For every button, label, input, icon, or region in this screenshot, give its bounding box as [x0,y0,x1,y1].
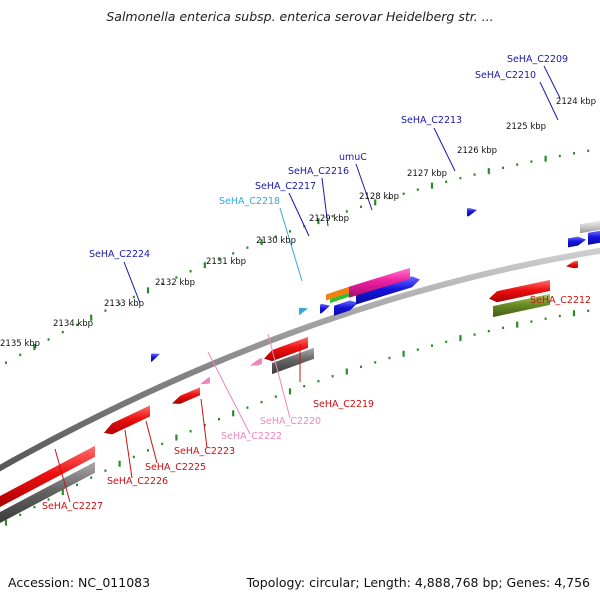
feature-gray [0,461,95,523]
feature-green [330,292,349,304]
feature-forward [299,307,308,316]
gene-label: SeHA_C2223 [174,446,235,457]
leader-line [539,81,559,121]
gene-label: SeHA_C2209 [507,54,568,65]
accession-text: Accession: NC_011083 [8,575,151,590]
feature-forward [334,300,358,316]
tick-label: 2135 kbp [0,339,40,349]
tick-label: 2127 kbp [407,169,447,179]
feature-layer [0,207,600,523]
label-leader-lines [54,65,561,503]
gene-label: SeHA_C2212 [530,295,591,306]
leader-line [267,333,291,419]
gene-label: SeHA_C2226 [107,476,168,487]
leader-line [321,177,329,227]
gene-label: SeHA_C2210 [475,70,536,81]
tick-label: 2126 kbp [457,146,497,156]
tick-label: 2133 kbp [104,299,144,309]
leader-line [200,398,208,449]
leader-line [543,65,561,99]
gene-label: umuC [339,152,367,163]
feature-pink [250,357,262,366]
leader-line [288,192,310,237]
feature-forward [151,353,160,362]
leader-line [123,261,141,304]
feature-reverse [566,260,578,269]
feature-reverse [172,387,200,404]
feature-gray [580,220,600,234]
backbone-line [0,247,600,472]
leader-line [54,448,71,503]
leader-line [433,127,456,172]
gene-label: SeHA_C2224 [89,249,150,260]
tick-label: 2130 kbp [256,236,296,246]
feature-forward [320,303,330,314]
tick-label: 2132 kbp [155,278,195,288]
feature-pink [349,267,410,298]
leader-line [355,163,373,211]
tick-label: 2131 kbp [206,257,246,267]
leader-line [207,351,251,435]
feature-gray [272,347,314,375]
feature-forward [467,207,477,217]
gene-label: SeHA_C2218 [219,196,280,207]
feature-reverse [489,279,550,303]
leader-line [124,429,133,479]
tick-label: 2128 kbp [359,192,399,202]
feature-forward [356,276,420,305]
feature-forward [588,230,600,245]
inner-tick-ring [4,309,590,526]
genome-backbone [0,247,600,472]
gene-label: SeHA_C2227 [42,501,103,512]
map-title: Salmonella enterica subsp. enterica sero… [106,9,494,24]
leader-line [145,420,158,464]
feature-reverse [264,336,308,362]
gene-label: SeHA_C2220 [260,416,321,427]
feature-orange [326,286,349,301]
gene-label: SeHA_C2225 [145,462,206,473]
gene-labels: SeHA_C2209 SeHA_C2210 SeHA_C2213 umuC SeHA_C… [42,54,591,512]
gene-label: SeHA_C2217 [255,181,316,192]
feature-olive [493,293,550,318]
tick-label: 2125 kbp [506,122,546,132]
tick-label: 2129 kbp [309,214,349,224]
feature-pink [200,376,210,385]
gene-label: SeHA_C2219 [313,399,374,410]
feature-reverse [0,445,95,507]
feature-reverse [104,405,150,435]
leader-line [279,207,303,282]
tick-label: 2134 kbp [53,319,93,329]
tick-label: 2124 kbp [556,97,596,107]
topology-summary: Topology: circular; Length: 4,888,768 bp… [246,575,590,590]
feature-forward [568,236,586,248]
gene-label: SeHA_C2213 [401,115,462,126]
gene-label: SeHA_C2216 [288,166,349,177]
tick-labels: 2124 kbp 2125 kbp 2126 kbp 2127 kbp 2128 kbp… [0,97,596,349]
gene-label: SeHA_C2222 [221,431,282,442]
